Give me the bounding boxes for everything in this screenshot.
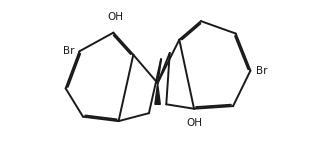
Polygon shape (155, 83, 160, 104)
Text: OH: OH (186, 118, 202, 128)
Text: Br: Br (256, 66, 267, 76)
Text: Br: Br (63, 46, 74, 56)
Text: OH: OH (107, 12, 123, 22)
